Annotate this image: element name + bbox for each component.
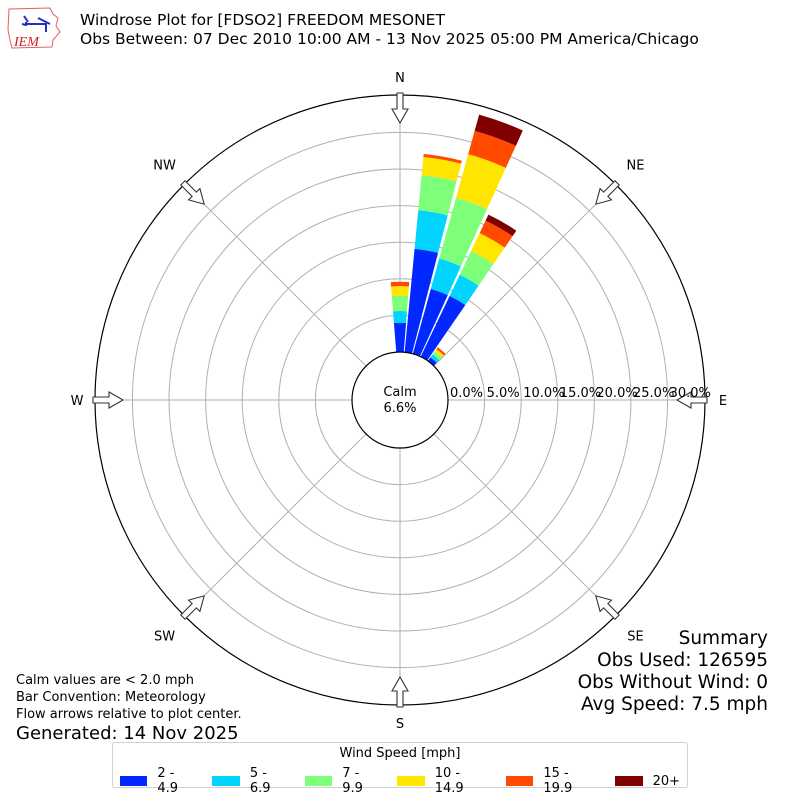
bar-segment [404, 248, 439, 354]
direction-label: SW [154, 629, 175, 644]
flow-arrow-icon [180, 595, 205, 620]
legend-swatch [120, 776, 148, 786]
bar-segment [393, 311, 407, 323]
obs-used: Obs Used: 126595 [597, 650, 768, 671]
avg-speed: Avg Speed: 7.5 mph [580, 694, 768, 715]
flow-arrow-icon [92, 391, 125, 409]
bar-segment [412, 288, 448, 357]
bar-segment [430, 354, 440, 363]
legend-item: 5 - 6.9 [212, 766, 290, 796]
calm-value: 6.6% [383, 401, 416, 416]
bar-convention-note: Bar Convention: Meteorology [16, 690, 206, 705]
calm-circle: Calm 6.6% [351, 351, 449, 449]
direction-labels: N NE E SE S SW W NW [71, 71, 728, 732]
direction-label: N [395, 71, 405, 86]
legend-swatch [304, 776, 333, 786]
summary-box: Summary Obs Used: 126595 Obs Without Win… [578, 628, 768, 716]
bar-segment [390, 281, 410, 287]
radial-tick-label: 20.0% [596, 386, 637, 401]
bar-segment [436, 347, 446, 356]
legend-items: 2 - 4.9 5 - 6.9 7 - 9.9 10 - 14.9 15 - 1… [113, 766, 687, 796]
bar-segment [393, 322, 407, 353]
radial-grid [95, 95, 705, 705]
bar-segment [418, 175, 457, 216]
radial-tick-label: 5.0% [487, 386, 520, 401]
legend-item: 15 - 19.9 [505, 766, 601, 796]
direction-label: NE [626, 159, 644, 174]
bar-segment [479, 220, 513, 248]
bar-segment [468, 130, 516, 168]
flow-arrow-icon [391, 675, 409, 708]
summary-title: Summary [678, 628, 768, 649]
bar-segment [471, 233, 505, 264]
title-line-2: Obs Between: 07 Dec 2010 10:00 AM - 13 N… [80, 30, 699, 48]
calm-label: Calm [383, 385, 416, 400]
bar-segment [459, 250, 494, 286]
flow-arrow-icon [595, 595, 620, 620]
generated-date: Generated: 14 Nov 2025 [16, 723, 239, 744]
bar-segment [474, 114, 523, 146]
direction-label: W [71, 394, 84, 409]
flow-arrow-icon [595, 180, 620, 205]
radial-tick-label: 25.0% [633, 386, 674, 401]
bar-segment [420, 295, 466, 361]
iowa-map-icon: IEM [7, 7, 61, 50]
bar-segment [456, 154, 506, 210]
radial-tick-label: 15.0% [560, 386, 601, 401]
radial-tick-label: 0.0% [450, 386, 483, 401]
legend-item: 10 - 14.9 [397, 766, 492, 796]
flow-arrows [92, 92, 708, 708]
flow-arrow-icon [180, 180, 205, 205]
bar-segment [391, 295, 409, 312]
radial-tick-label: 10.0% [523, 386, 564, 401]
legend-swatch [212, 776, 240, 786]
bar-segment [439, 197, 487, 267]
radial-tick-label: 30.0% [670, 386, 711, 401]
direction-label: NW [153, 159, 176, 174]
flow-arrows-note: Flow arrows relative to plot center. [16, 707, 242, 722]
iem-logo: IEM [6, 6, 62, 50]
chart-title: Windrose Plot for [FDSO2] FREEDOM MESONE… [80, 11, 699, 49]
bar-segment [391, 286, 409, 296]
calm-note: Calm values are < 2.0 mph [16, 673, 195, 688]
legend-swatch [614, 776, 643, 786]
legend-title: Wind Speed [mph] [339, 746, 461, 761]
radial-tick-labels: 0.0% 5.0% 10.0%15.0%20.0%25.0%30.0% [450, 386, 711, 401]
plot-notes: Calm values are < 2.0 mph Bar Convention… [16, 672, 242, 745]
legend-item: 7 - 9.9 [304, 766, 383, 796]
wind-bars [390, 114, 523, 366]
direction-label: SE [627, 629, 643, 644]
flow-arrow-icon [391, 92, 409, 125]
bar-segment [432, 351, 442, 361]
bar-segment [485, 214, 517, 237]
obs-without-wind: Obs Without Wind: 0 [577, 672, 768, 693]
direction-label: E [719, 394, 727, 409]
bar-segment [449, 274, 479, 305]
legend-swatch [505, 776, 534, 786]
bar-segment [427, 357, 437, 366]
bar-segment [421, 156, 462, 182]
legend-swatch [397, 776, 425, 786]
bar-segment [430, 258, 461, 296]
svg-text:IEM: IEM [13, 35, 40, 50]
bar-segment [414, 210, 448, 253]
legend: Wind Speed [mph] 2 - 4.9 5 - 6.9 7 - 9.9… [112, 742, 688, 796]
title-line-1: Windrose Plot for [FDSO2] FREEDOM MESONE… [80, 11, 445, 29]
bar-segment [434, 349, 444, 358]
legend-item: 2 - 4.9 [120, 766, 198, 796]
legend-item: 20+ [614, 766, 680, 796]
flow-arrow-icon [675, 391, 708, 409]
bar-segment [423, 154, 462, 164]
direction-label: S [396, 717, 404, 732]
